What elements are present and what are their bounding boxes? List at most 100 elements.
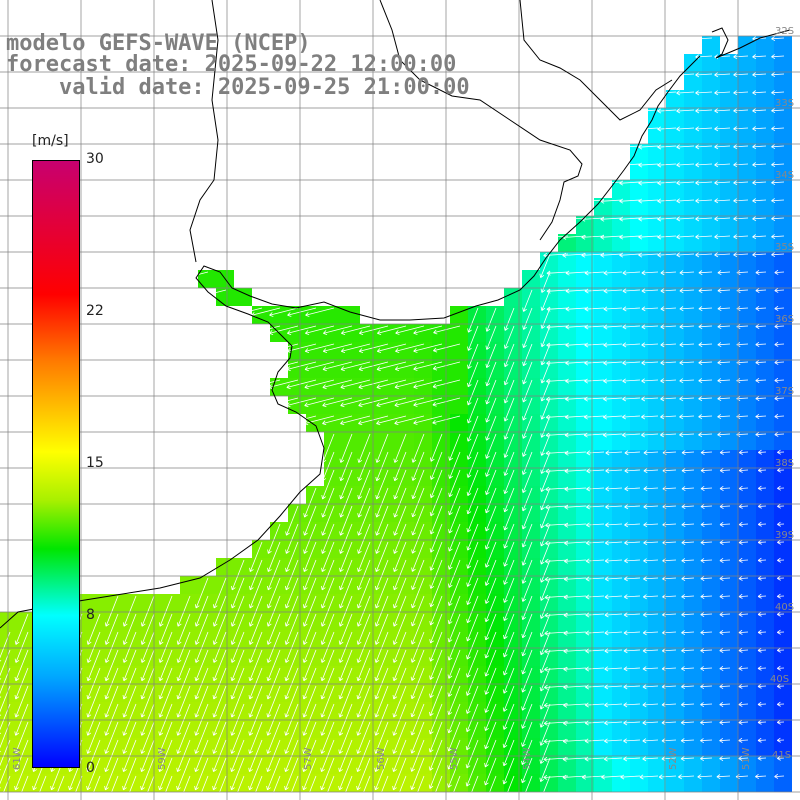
wind-arrow	[502, 775, 515, 800]
wind-arrow	[752, 198, 767, 204]
wind-arrow	[392, 649, 407, 682]
wind-arrow	[86, 685, 101, 718]
wind-arrow	[604, 702, 623, 708]
wind-speed-cell	[648, 468, 666, 486]
wind-arrow	[14, 613, 29, 645]
wind-arrow	[230, 613, 245, 645]
wind-arrow	[284, 577, 299, 609]
wind-speed-cell	[558, 450, 576, 468]
wind-speed-cell	[648, 288, 666, 306]
wind-arrow	[719, 593, 731, 599]
wind-speed-cell	[162, 756, 180, 774]
wind-speed-cell	[486, 666, 504, 684]
wind-speed-cell	[774, 558, 792, 576]
wind-speed-cell	[270, 540, 288, 558]
wind-arrow	[466, 487, 479, 515]
wind-arrow	[304, 379, 335, 390]
wind-arrow	[521, 631, 533, 657]
wind-arrow	[358, 361, 389, 372]
wind-speed-cell	[648, 252, 666, 270]
wind-arrow	[738, 701, 749, 707]
wind-speed-cell	[540, 576, 558, 594]
wind-arrow	[545, 522, 569, 528]
wind-speed-cell	[684, 414, 702, 432]
wind-speed-cell	[594, 234, 612, 252]
wind-speed-cell	[198, 738, 216, 756]
wind-arrow	[623, 756, 641, 762]
wind-arrow	[447, 595, 461, 625]
wind-speed-cell	[396, 702, 414, 720]
wind-speed-cell	[450, 324, 468, 342]
wind-arrow	[448, 451, 461, 479]
wind-arrow	[485, 379, 497, 405]
wind-arrow	[503, 631, 515, 658]
wind-speed-cell	[432, 486, 450, 504]
wind-speed-cell	[144, 684, 162, 702]
wind-speed-cell	[396, 432, 414, 450]
wind-arrow	[619, 252, 641, 258]
wind-speed-cell	[702, 90, 720, 108]
wind-arrow	[771, 126, 785, 132]
wind-speed-cell	[342, 702, 360, 720]
wind-speed-cell	[558, 432, 576, 450]
wind-speed-cell	[756, 540, 774, 558]
wind-speed-cell	[684, 666, 702, 684]
wind-arrow	[465, 757, 479, 787]
wind-speed-cell	[504, 360, 522, 378]
wind-speed-cell	[594, 216, 612, 234]
wind-arrow	[356, 631, 371, 663]
wind-arrow	[86, 721, 101, 754]
wind-arrow	[562, 738, 587, 744]
wind-arrow	[643, 576, 659, 582]
wind-speed-cell	[0, 648, 18, 666]
wind-speed-cell	[648, 360, 666, 378]
wind-arrow	[540, 559, 551, 583]
wind-speed-cell	[414, 756, 432, 774]
wind-speed-cell	[342, 486, 360, 504]
wind-speed-cell	[756, 612, 774, 630]
wind-speed-cell	[378, 432, 396, 450]
wind-arrow	[564, 486, 587, 492]
wind-arrow	[413, 415, 443, 425]
wind-arrow	[681, 450, 695, 456]
wind-speed-cell	[360, 432, 378, 450]
wind-arrow	[503, 307, 515, 331]
wind-speed-cell	[702, 270, 720, 288]
wind-speed-cell	[252, 720, 270, 738]
wind-arrow	[641, 414, 659, 420]
wind-speed-cell	[396, 774, 414, 792]
wind-arrow	[604, 648, 623, 654]
wind-speed-cell	[774, 252, 792, 270]
wind-speed-cell	[360, 720, 378, 738]
wind-speed-cell	[522, 342, 540, 360]
wind-arrow	[484, 667, 497, 695]
wind-speed-cell	[612, 234, 630, 252]
wind-arrow	[266, 757, 281, 791]
wind-speed-cell	[234, 684, 252, 702]
wind-speed-cell	[414, 630, 432, 648]
wind-speed-cell	[378, 414, 396, 432]
wind-speed-cell	[576, 594, 594, 612]
wind-arrow	[698, 324, 713, 330]
wind-speed-cell	[324, 306, 342, 324]
wind-arrow	[698, 396, 713, 402]
wind-arrow	[771, 108, 785, 114]
wind-speed-cell	[432, 540, 450, 558]
wind-arrow	[695, 216, 713, 222]
wind-speed-cell	[666, 306, 684, 324]
wind-arrow	[733, 144, 749, 150]
wind-speed-cell	[720, 342, 738, 360]
wind-arrow	[676, 144, 695, 150]
wind-speed-cell	[576, 630, 594, 648]
wind-speed-cell	[108, 738, 126, 756]
wind-speed-cell	[342, 540, 360, 558]
wind-arrow	[322, 415, 353, 426]
wind-speed-cell	[90, 756, 108, 774]
wind-arrow	[485, 361, 497, 387]
wind-speed-cell	[504, 540, 522, 558]
wind-arrow	[284, 613, 299, 645]
wind-speed-cell	[756, 72, 774, 90]
wind-arrow	[638, 162, 659, 168]
wind-arrow	[738, 575, 749, 581]
wind-arrow	[642, 756, 659, 762]
